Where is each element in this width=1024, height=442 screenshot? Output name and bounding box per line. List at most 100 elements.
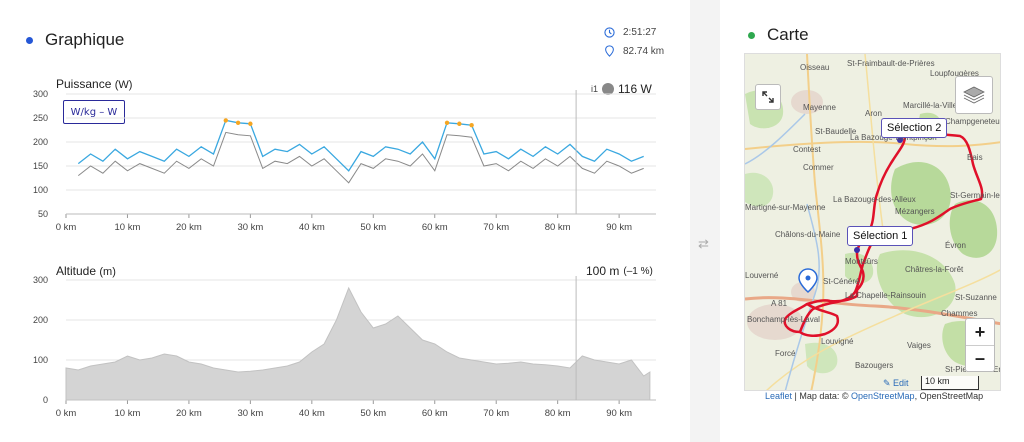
- place-label: Châlons-du-Maine: [775, 230, 841, 239]
- location-pin-icon: [605, 45, 614, 57]
- altitude-chart[interactable]: 0 100 200 300 0 km 10 km 20 km 30 km 40 km 50 km 6…: [30, 274, 670, 424]
- y-tick-label: 250: [33, 113, 48, 123]
- map-dot-icon: [748, 31, 755, 39]
- main-road: [745, 140, 1000, 150]
- x-tick-label: 10 km: [115, 222, 141, 233]
- x-tick-label: 90 km: [606, 408, 632, 419]
- route-map[interactable]: Oisseau St-Fraimbault-de-Prières Loupfougè…: [744, 53, 1001, 391]
- place-label: Évron: [945, 241, 966, 250]
- place-label: St-Fraimbault-de-Prières: [847, 59, 935, 68]
- x-tick-label: 70 km: [483, 408, 509, 419]
- y-tick-label: 50: [38, 209, 48, 219]
- start-pin-dot: [805, 275, 811, 281]
- place-label: St-Germain-le-Robert: [950, 191, 1001, 200]
- swap-arrows-icon[interactable]: ⇄: [698, 236, 709, 251]
- selection-1-popup[interactable]: Sélection 1: [847, 226, 914, 246]
- zoom-out-button[interactable]: –: [966, 345, 994, 371]
- zoom-in-button[interactable]: +: [974, 321, 986, 342]
- place-label: St-Suzanne: [955, 293, 997, 302]
- y-tick-label: 200: [33, 137, 48, 147]
- x-tick-label: 30 km: [237, 408, 263, 419]
- place-label: Contest: [793, 145, 821, 154]
- route-track[interactable]: [798, 132, 984, 337]
- distance-value: 82.74 km: [623, 45, 665, 57]
- place-label: Bais: [967, 153, 983, 162]
- graph-header: Graphique: [26, 30, 124, 50]
- forest-area: [891, 161, 951, 225]
- power-high-point: [235, 120, 241, 125]
- x-tick-label: 20 km: [176, 222, 202, 233]
- layers-icon: [963, 86, 985, 104]
- power-current: i1 116 W: [591, 82, 652, 96]
- power-high-point: [248, 121, 253, 126]
- route-track[interactable]: [783, 302, 808, 334]
- leaflet-link[interactable]: Leaflet: [765, 391, 793, 401]
- x-tick-label: 10 km: [115, 408, 141, 419]
- power-high-point: [223, 118, 228, 123]
- map-header: Carte: [748, 25, 809, 45]
- duration-stat: 2:51:27: [604, 27, 656, 38]
- graph-panel: Graphique 2:51:27 82.74 km Puissance (W)…: [26, 27, 670, 424]
- x-tick-label: 80 km: [545, 222, 571, 233]
- wkg-toggle-button[interactable]: W/kg – W: [63, 100, 125, 124]
- x-tick-label: 80 km: [545, 408, 571, 419]
- place-label: Martigné-sur-Mayenne: [745, 203, 826, 212]
- power-high-point: [457, 121, 462, 126]
- place-label: Mézangers: [895, 207, 935, 216]
- x-tick-label: 0 km: [56, 222, 77, 233]
- x-tick-label: 0 km: [56, 408, 77, 419]
- place-label: Oisseau: [800, 63, 829, 72]
- fullscreen-button[interactable]: [755, 84, 781, 110]
- place-label: Châtres-la-Forêt: [905, 265, 964, 274]
- y-tick-label: 200: [33, 315, 48, 325]
- zoom-control: + –: [965, 318, 995, 372]
- altitude-label: Altitude: [56, 264, 97, 278]
- y-tick-label: 0: [43, 395, 48, 405]
- x-tick-label: 40 km: [299, 222, 325, 233]
- x-tick-label: 30 km: [237, 222, 263, 233]
- place-label: Chammes: [941, 309, 977, 318]
- power-chart-label: Puissance (W): [56, 77, 132, 91]
- place-label: Loupfougères: [930, 69, 979, 78]
- forest-area: [949, 200, 998, 258]
- osm-link[interactable]: OpenStreetMap: [851, 391, 915, 401]
- panel-splitter[interactable]: ⇄: [690, 0, 720, 442]
- place-label: La Chapelle-Rainsouin: [845, 291, 926, 300]
- main-road: [806, 54, 825, 390]
- selection-2-marker[interactable]: [897, 137, 903, 143]
- duration-value: 2:51:27: [623, 27, 657, 38]
- secondary-road: [766, 269, 1000, 390]
- selection-2-popup[interactable]: Sélection 2: [881, 118, 948, 138]
- x-tick-label: 50 km: [360, 408, 386, 419]
- selection-1-marker[interactable]: [854, 247, 860, 253]
- power-marker-label: i1: [591, 84, 599, 94]
- forest-area: [745, 172, 774, 207]
- attribution-tail: , OpenStreetMap: [914, 391, 984, 401]
- altitude-current-grade: (–1 %): [623, 265, 653, 277]
- urban-area: [791, 90, 823, 114]
- place-label: St-Baudelle: [815, 127, 857, 136]
- place-label: Louvigné: [821, 337, 854, 346]
- power-chart[interactable]: 50 100 150 200 250 300 0 km 10 km 20 km 30 km 40 k…: [30, 88, 670, 238]
- place-label: Mayenne: [803, 103, 836, 112]
- place-label: Bazougers: [855, 361, 893, 370]
- graph-dot-icon: [26, 36, 33, 44]
- map-attribution: Leaflet | Map data: © OpenStreetMap, Ope…: [765, 391, 983, 401]
- river: [784, 203, 820, 390]
- altitude-area: [65, 286, 651, 401]
- x-tick-label: 90 km: [606, 222, 632, 233]
- power-lower-line: [77, 131, 644, 184]
- power-label: Puissance: [56, 77, 112, 91]
- forest-area: [876, 250, 956, 318]
- altitude-current-value: 100 m: [586, 264, 620, 278]
- power-high-point: [444, 120, 450, 125]
- place-label: Bonchamp-lès-Laval: [747, 315, 820, 324]
- layers-button[interactable]: [955, 76, 993, 114]
- y-tick-label: 300: [33, 275, 48, 285]
- x-tick-label: 70 km: [483, 222, 509, 233]
- river: [745, 113, 806, 165]
- motorway-road: [745, 296, 1000, 326]
- edit-link[interactable]: ✎ Edit: [883, 378, 909, 388]
- place-label: A 81: [771, 299, 788, 308]
- y-tick-label: 100: [33, 185, 48, 195]
